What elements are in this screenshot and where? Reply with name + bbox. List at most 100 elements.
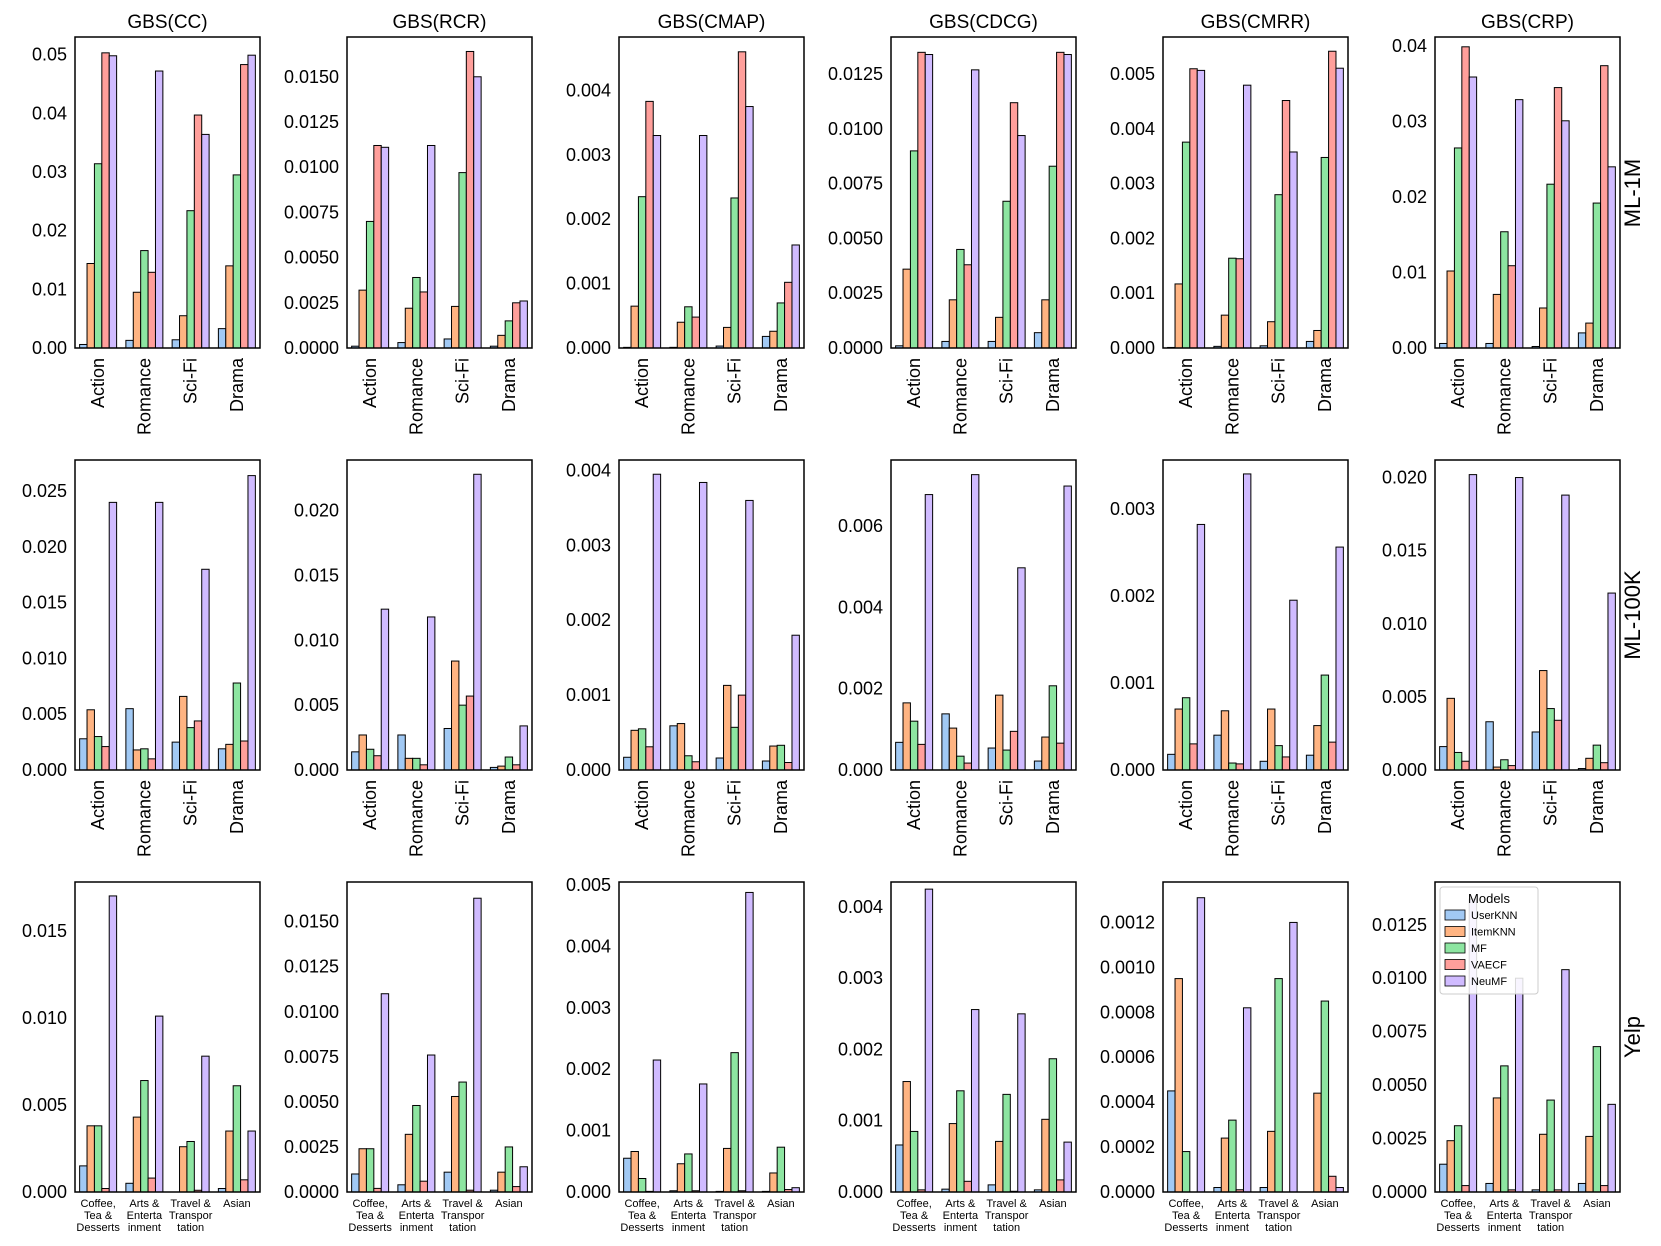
row-label: ML-100K xyxy=(1620,570,1645,660)
bar-itemknn-4 xyxy=(1585,1135,1594,1193)
bar-itemknn-1 xyxy=(1174,283,1183,349)
legend: Models UserKNN ItemKNN MF VAECF NeuMF xyxy=(1439,886,1539,995)
bar-itemknn-4 xyxy=(1041,1118,1050,1193)
plot-frame xyxy=(74,881,261,1193)
bar-neumf-3 xyxy=(1017,135,1026,349)
x-tick-label: Coffee, Tea & Desserts xyxy=(1164,1198,1208,1234)
x-tick-label: Sci-Fi xyxy=(453,358,473,404)
bar-vaecf-1 xyxy=(1461,1185,1470,1193)
bar-itemknn-3 xyxy=(723,1147,732,1193)
y-tick-label: 0.0100 xyxy=(284,157,339,177)
y-tick-label: 0.000 xyxy=(838,1182,883,1202)
bar-neumf-4 xyxy=(1063,54,1072,349)
bar-itemknn-1 xyxy=(1174,978,1183,1193)
subplot-title: GBS(CMAP) xyxy=(658,12,766,33)
bar-vaecf-2 xyxy=(419,764,428,771)
x-tick-label: Travel & Transpor tation xyxy=(169,1198,213,1234)
y-tick-label: 0.0025 xyxy=(284,1137,339,1157)
x-tick-label: Romance xyxy=(950,780,970,857)
bar-vaecf-1 xyxy=(917,743,926,771)
bar-mf-2 xyxy=(140,1080,149,1193)
subplot-yelp-1: 0.000 0.005 0.010 0.015 Coffee, Tea & Desserts… xyxy=(22,881,261,1234)
y-tick-label: 0.004 xyxy=(838,597,883,617)
subplot-ml-100k-5: 0.000 0.001 0.002 0.003 Action Romance Sci-Fi D… xyxy=(1110,459,1349,857)
bar-vaecf-3 xyxy=(1281,756,1291,771)
bar-neumf-2 xyxy=(1514,99,1524,349)
x-tick-label: Sci-Fi xyxy=(997,780,1017,826)
legend-swatch xyxy=(1444,975,1466,987)
subplot-ml-100k-4: 0.000 0.002 0.004 0.006 Action Romance Sci-Fi D… xyxy=(838,459,1077,857)
subplot-title: GBS(CDCG) xyxy=(929,12,1038,33)
bar-itemknn-1 xyxy=(86,1125,95,1193)
bar-userknn-1 xyxy=(79,738,88,771)
subplot-ml-100k-6: 0.000 0.005 0.010 0.015 0.020 Action Romance Sc… xyxy=(1382,459,1621,857)
bar-vaecf-2 xyxy=(419,291,428,349)
bar-neumf-4 xyxy=(1063,485,1072,771)
bar-mf-2 xyxy=(1228,257,1237,349)
bar-itemknn-4 xyxy=(225,1130,234,1193)
bar-mf-2 xyxy=(140,748,149,771)
y-tick-label: 0.04 xyxy=(32,103,67,123)
bar-userknn-4 xyxy=(217,748,227,771)
bar-userknn-3 xyxy=(443,1171,453,1193)
y-tick-label: 0.0000 xyxy=(1372,1182,1427,1202)
bar-mf-1 xyxy=(637,196,647,349)
bar-mf-1 xyxy=(1453,1125,1463,1193)
subplot-ml-100k-1: 0.000 0.005 0.010 0.015 0.020 0.025 Action Roma… xyxy=(22,459,261,857)
y-tick-label: 0.004 xyxy=(1110,119,1155,139)
bar-itemknn-2 xyxy=(948,727,958,771)
x-tick-label: Action xyxy=(904,780,924,830)
bar-mf-4 xyxy=(1048,1058,1058,1193)
bar-mf-1 xyxy=(365,748,375,771)
y-tick-label: 0.0050 xyxy=(1372,1075,1427,1095)
bar-itemknn-1 xyxy=(86,709,95,771)
y-tick-label: 0.001 xyxy=(566,1121,611,1141)
bar-neumf-1 xyxy=(924,54,934,349)
x-tick-label: Action xyxy=(1448,780,1468,830)
x-tick-label: Drama xyxy=(227,779,247,834)
y-tick-label: 0.02 xyxy=(1392,187,1427,207)
bar-neumf-1 xyxy=(652,1059,662,1193)
x-tick-label: Action xyxy=(1176,780,1196,830)
bar-mf-3 xyxy=(1002,749,1011,771)
bar-vaecf-1 xyxy=(1461,760,1470,771)
legend-item: UserKNN xyxy=(1471,910,1518,922)
legend-title: Models xyxy=(1468,891,1510,906)
bar-neumf-1 xyxy=(380,608,390,771)
y-tick-label: 0.001 xyxy=(838,1111,883,1131)
bar-mf-3 xyxy=(1274,194,1283,349)
bar-itemknn-1 xyxy=(1174,708,1183,771)
bar-vaecf-4 xyxy=(1600,1185,1609,1193)
x-tick-label: Drama xyxy=(499,357,519,412)
bar-mf-3 xyxy=(730,197,739,349)
bar-vaecf-1 xyxy=(1189,743,1198,771)
bar-userknn-1 xyxy=(351,1173,360,1193)
y-tick-label: 0.010 xyxy=(294,630,339,650)
bar-itemknn-4 xyxy=(497,334,506,349)
bar-userknn-3 xyxy=(1259,760,1269,771)
bar-itemknn-3 xyxy=(179,695,188,771)
x-tick-label: Romance xyxy=(1494,780,1514,857)
bar-userknn-3 xyxy=(1531,731,1541,771)
bar-itemknn-3 xyxy=(995,1140,1004,1193)
y-tick-label: 0.0150 xyxy=(284,67,339,87)
bar-mf-2 xyxy=(412,1104,421,1193)
bar-neumf-3 xyxy=(201,1055,210,1193)
bar-vaecf-3 xyxy=(1553,87,1563,349)
bar-neumf-1 xyxy=(652,473,662,771)
legend-item: NeuMF xyxy=(1471,976,1507,988)
bar-neumf-1 xyxy=(1468,474,1478,771)
bar-mf-4 xyxy=(776,302,786,349)
bar-vaecf-1 xyxy=(1461,46,1470,349)
bar-itemknn-4 xyxy=(1585,757,1594,771)
bar-mf-3 xyxy=(186,1140,195,1193)
bar-mf-2 xyxy=(1228,1119,1237,1193)
bar-itemknn-4 xyxy=(1585,322,1594,349)
plot-frame xyxy=(1162,881,1349,1193)
bar-itemknn-1 xyxy=(902,702,911,771)
y-tick-label: 0.0006 xyxy=(1100,1047,1155,1067)
y-tick-label: 0.000 xyxy=(566,760,611,780)
bar-vaecf-4 xyxy=(1056,742,1065,771)
y-tick-label: 0.000 xyxy=(22,760,67,780)
bar-userknn-3 xyxy=(171,339,181,349)
